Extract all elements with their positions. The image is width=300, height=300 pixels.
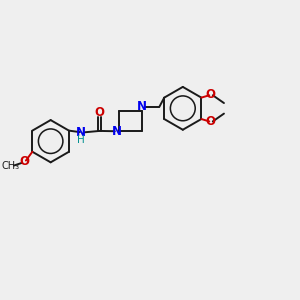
Text: CH₃: CH₃ xyxy=(2,161,20,171)
Text: N: N xyxy=(76,126,86,139)
Text: O: O xyxy=(206,116,216,128)
Text: O: O xyxy=(94,106,104,119)
Text: O: O xyxy=(19,155,29,168)
Text: O: O xyxy=(206,88,216,101)
Text: N: N xyxy=(112,125,122,138)
Text: N: N xyxy=(137,100,147,113)
Text: H: H xyxy=(77,135,85,145)
